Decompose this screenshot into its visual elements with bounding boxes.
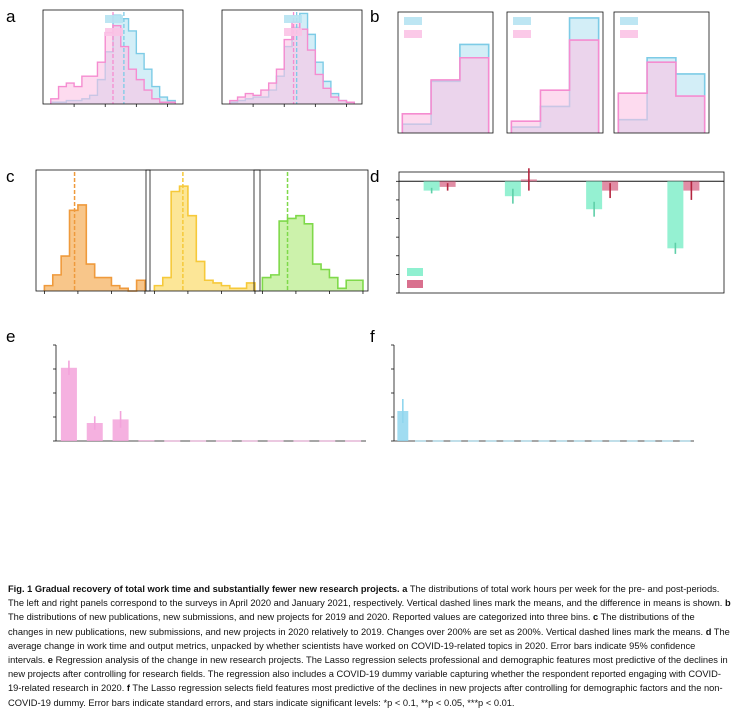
b3-legend-swatch-0 bbox=[620, 17, 638, 25]
chart-c-publications bbox=[35, 169, 151, 294]
f-bar-4 bbox=[467, 440, 479, 442]
f-bar-15 bbox=[662, 440, 673, 442]
d-bar-0-3 bbox=[667, 181, 684, 249]
b2-frame bbox=[506, 11, 604, 134]
a1-legend-swatch-0 bbox=[105, 15, 123, 23]
f-bar-13 bbox=[626, 440, 638, 442]
chart-c-projects bbox=[253, 169, 369, 294]
a2-legend-swatch-0 bbox=[284, 15, 302, 23]
c2-series-0 bbox=[153, 185, 256, 291]
c1-series-0 bbox=[43, 204, 146, 292]
f-bar-16 bbox=[679, 440, 691, 442]
f-bar-3 bbox=[450, 440, 462, 442]
f-bar-2 bbox=[432, 440, 444, 442]
e-bar-8 bbox=[267, 440, 284, 442]
caption-label-b: b bbox=[724, 598, 731, 609]
f-bar-6 bbox=[503, 440, 515, 442]
b3-legend-swatch-1 bbox=[620, 30, 638, 38]
chart-a-left bbox=[42, 9, 184, 107]
chart-b-submissions bbox=[506, 11, 604, 134]
caption-label-d: d bbox=[705, 626, 712, 637]
d-bar-0-0 bbox=[423, 181, 440, 191]
panel-label-f: f bbox=[370, 327, 375, 346]
b1-series-1 bbox=[401, 56, 490, 133]
caption-label-f: f bbox=[126, 683, 130, 694]
f-bar-1 bbox=[415, 440, 426, 442]
chart-d-change bbox=[396, 168, 725, 294]
d-legend-swatch-0 bbox=[407, 268, 423, 276]
figure-caption: Fig. 1 Gradual recovery of total work ti… bbox=[8, 582, 732, 710]
b1-legend-swatch-1 bbox=[404, 30, 422, 38]
b1-frame bbox=[397, 11, 494, 134]
caption-text-b: The distributions of new publications, n… bbox=[8, 612, 591, 623]
f-bar-7 bbox=[520, 440, 532, 442]
chart-f-lasso-field bbox=[391, 344, 694, 442]
e-bar-10 bbox=[319, 440, 336, 442]
b3-series-1 bbox=[617, 61, 706, 133]
f-bar-5 bbox=[485, 440, 497, 442]
f-bar-9 bbox=[556, 440, 568, 442]
caption-title: Fig. 1 Gradual recovery of total work ti… bbox=[8, 584, 400, 594]
e-bar-11 bbox=[345, 440, 362, 442]
f-bar-10 bbox=[573, 440, 585, 442]
b1-legend-swatch-0 bbox=[404, 17, 422, 25]
b2-legend-swatch-0 bbox=[513, 17, 531, 25]
f-bar-14 bbox=[644, 440, 656, 442]
chart-a-right bbox=[221, 9, 363, 107]
e-bar-5 bbox=[190, 440, 207, 442]
e-bar-4 bbox=[164, 440, 181, 442]
chart-b-publications bbox=[397, 11, 494, 134]
c3-series-0 bbox=[261, 214, 364, 291]
d-frame bbox=[398, 171, 725, 294]
caption-label-a: a bbox=[402, 584, 408, 594]
b2-legend-swatch-1 bbox=[513, 30, 531, 38]
c3-frame bbox=[253, 169, 369, 292]
a1-legend-swatch-1 bbox=[105, 28, 123, 36]
e-bar-9 bbox=[293, 440, 310, 442]
c2-frame bbox=[145, 169, 261, 292]
f-bar-0 bbox=[397, 411, 409, 441]
caption-text-e: Regression analysis of the change in new… bbox=[8, 655, 728, 694]
e-bar-6 bbox=[215, 440, 232, 442]
e-bar-2 bbox=[112, 419, 129, 441]
caption-text-d: The average change in work time and outp… bbox=[8, 626, 730, 666]
panel-label-b: b bbox=[370, 7, 379, 26]
figure-canvas: a b c d e f bbox=[6, 7, 725, 442]
a1-frame bbox=[42, 9, 184, 105]
e-bar-0 bbox=[60, 367, 77, 441]
panel-label-c: c bbox=[6, 167, 15, 186]
caption-label-c: c bbox=[593, 612, 599, 623]
f-bar-8 bbox=[538, 440, 550, 442]
panel-label-d: d bbox=[370, 167, 379, 186]
b3-frame bbox=[613, 11, 710, 134]
e-bar-1 bbox=[86, 423, 103, 441]
f-bar-12 bbox=[609, 440, 621, 442]
d-legend-swatch-1 bbox=[407, 280, 423, 288]
caption-text-c: The distributions of the changes in new … bbox=[8, 612, 704, 637]
e-bar-3 bbox=[138, 440, 155, 442]
chart-b-projects bbox=[613, 11, 710, 134]
caption-label-e: e bbox=[47, 655, 53, 666]
e-bar-7 bbox=[241, 440, 258, 442]
panel-label-e: e bbox=[6, 327, 15, 346]
panel-label-a: a bbox=[6, 7, 16, 26]
chart-e-lasso-demographic bbox=[53, 344, 366, 442]
chart-c-submissions bbox=[145, 169, 261, 294]
caption-text-a: The distributions of total work hours pe… bbox=[8, 584, 723, 609]
a2-legend-swatch-1 bbox=[284, 28, 302, 36]
c1-frame bbox=[35, 169, 151, 292]
a2-frame bbox=[221, 9, 363, 105]
b2-series-1 bbox=[510, 39, 600, 133]
f-bar-11 bbox=[591, 440, 603, 442]
d-bar-0-2 bbox=[586, 181, 603, 210]
